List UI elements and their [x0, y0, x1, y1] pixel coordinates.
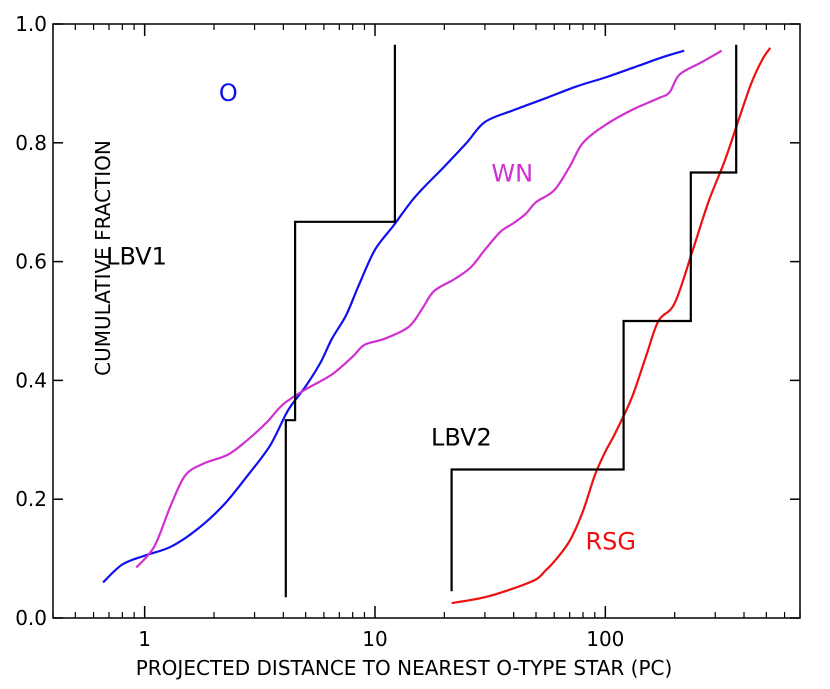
- x-axis-label: PROJECTED DISTANCE TO NEAREST O-TYPE STA…: [136, 656, 673, 680]
- y-tick-label: 0.8: [15, 131, 47, 155]
- y-tick-label: 0.0: [15, 606, 47, 630]
- series-line-rsg: [451, 47, 772, 605]
- series-line-lbv2: [450, 44, 738, 592]
- y-tick-label: 0.2: [15, 487, 47, 511]
- series-line-wn: [135, 49, 723, 569]
- y-axis-label: CUMULATIVE FRACTION: [91, 140, 115, 376]
- series-layer: [102, 44, 772, 605]
- plot-frame: [52, 23, 801, 619]
- y-tick-label: 0.6: [15, 250, 47, 274]
- x-tick-label: 100: [586, 627, 624, 651]
- series-line-o: [102, 49, 685, 584]
- series-label-wn: WN: [491, 159, 533, 187]
- series-label-o: O: [219, 79, 238, 107]
- x-tick-label: 10: [362, 627, 387, 651]
- y-tick-label: 1.0: [15, 12, 47, 36]
- series-label-lbv2: LBV2: [431, 424, 492, 452]
- x-tick-label: 1: [138, 627, 151, 651]
- y-tick-label: 0.4: [15, 368, 47, 392]
- series-label-rsg: RSG: [585, 528, 636, 556]
- series-line-lbv1: [284, 44, 396, 598]
- series-label-lbv1: LBV1: [106, 243, 167, 271]
- labels-layer: O WN RSG LBV1 LBV2: [106, 79, 636, 555]
- axis-ticks: 0.0 0.2 0.4 0.6 0.8 1.0 1 10 100: [15, 12, 801, 651]
